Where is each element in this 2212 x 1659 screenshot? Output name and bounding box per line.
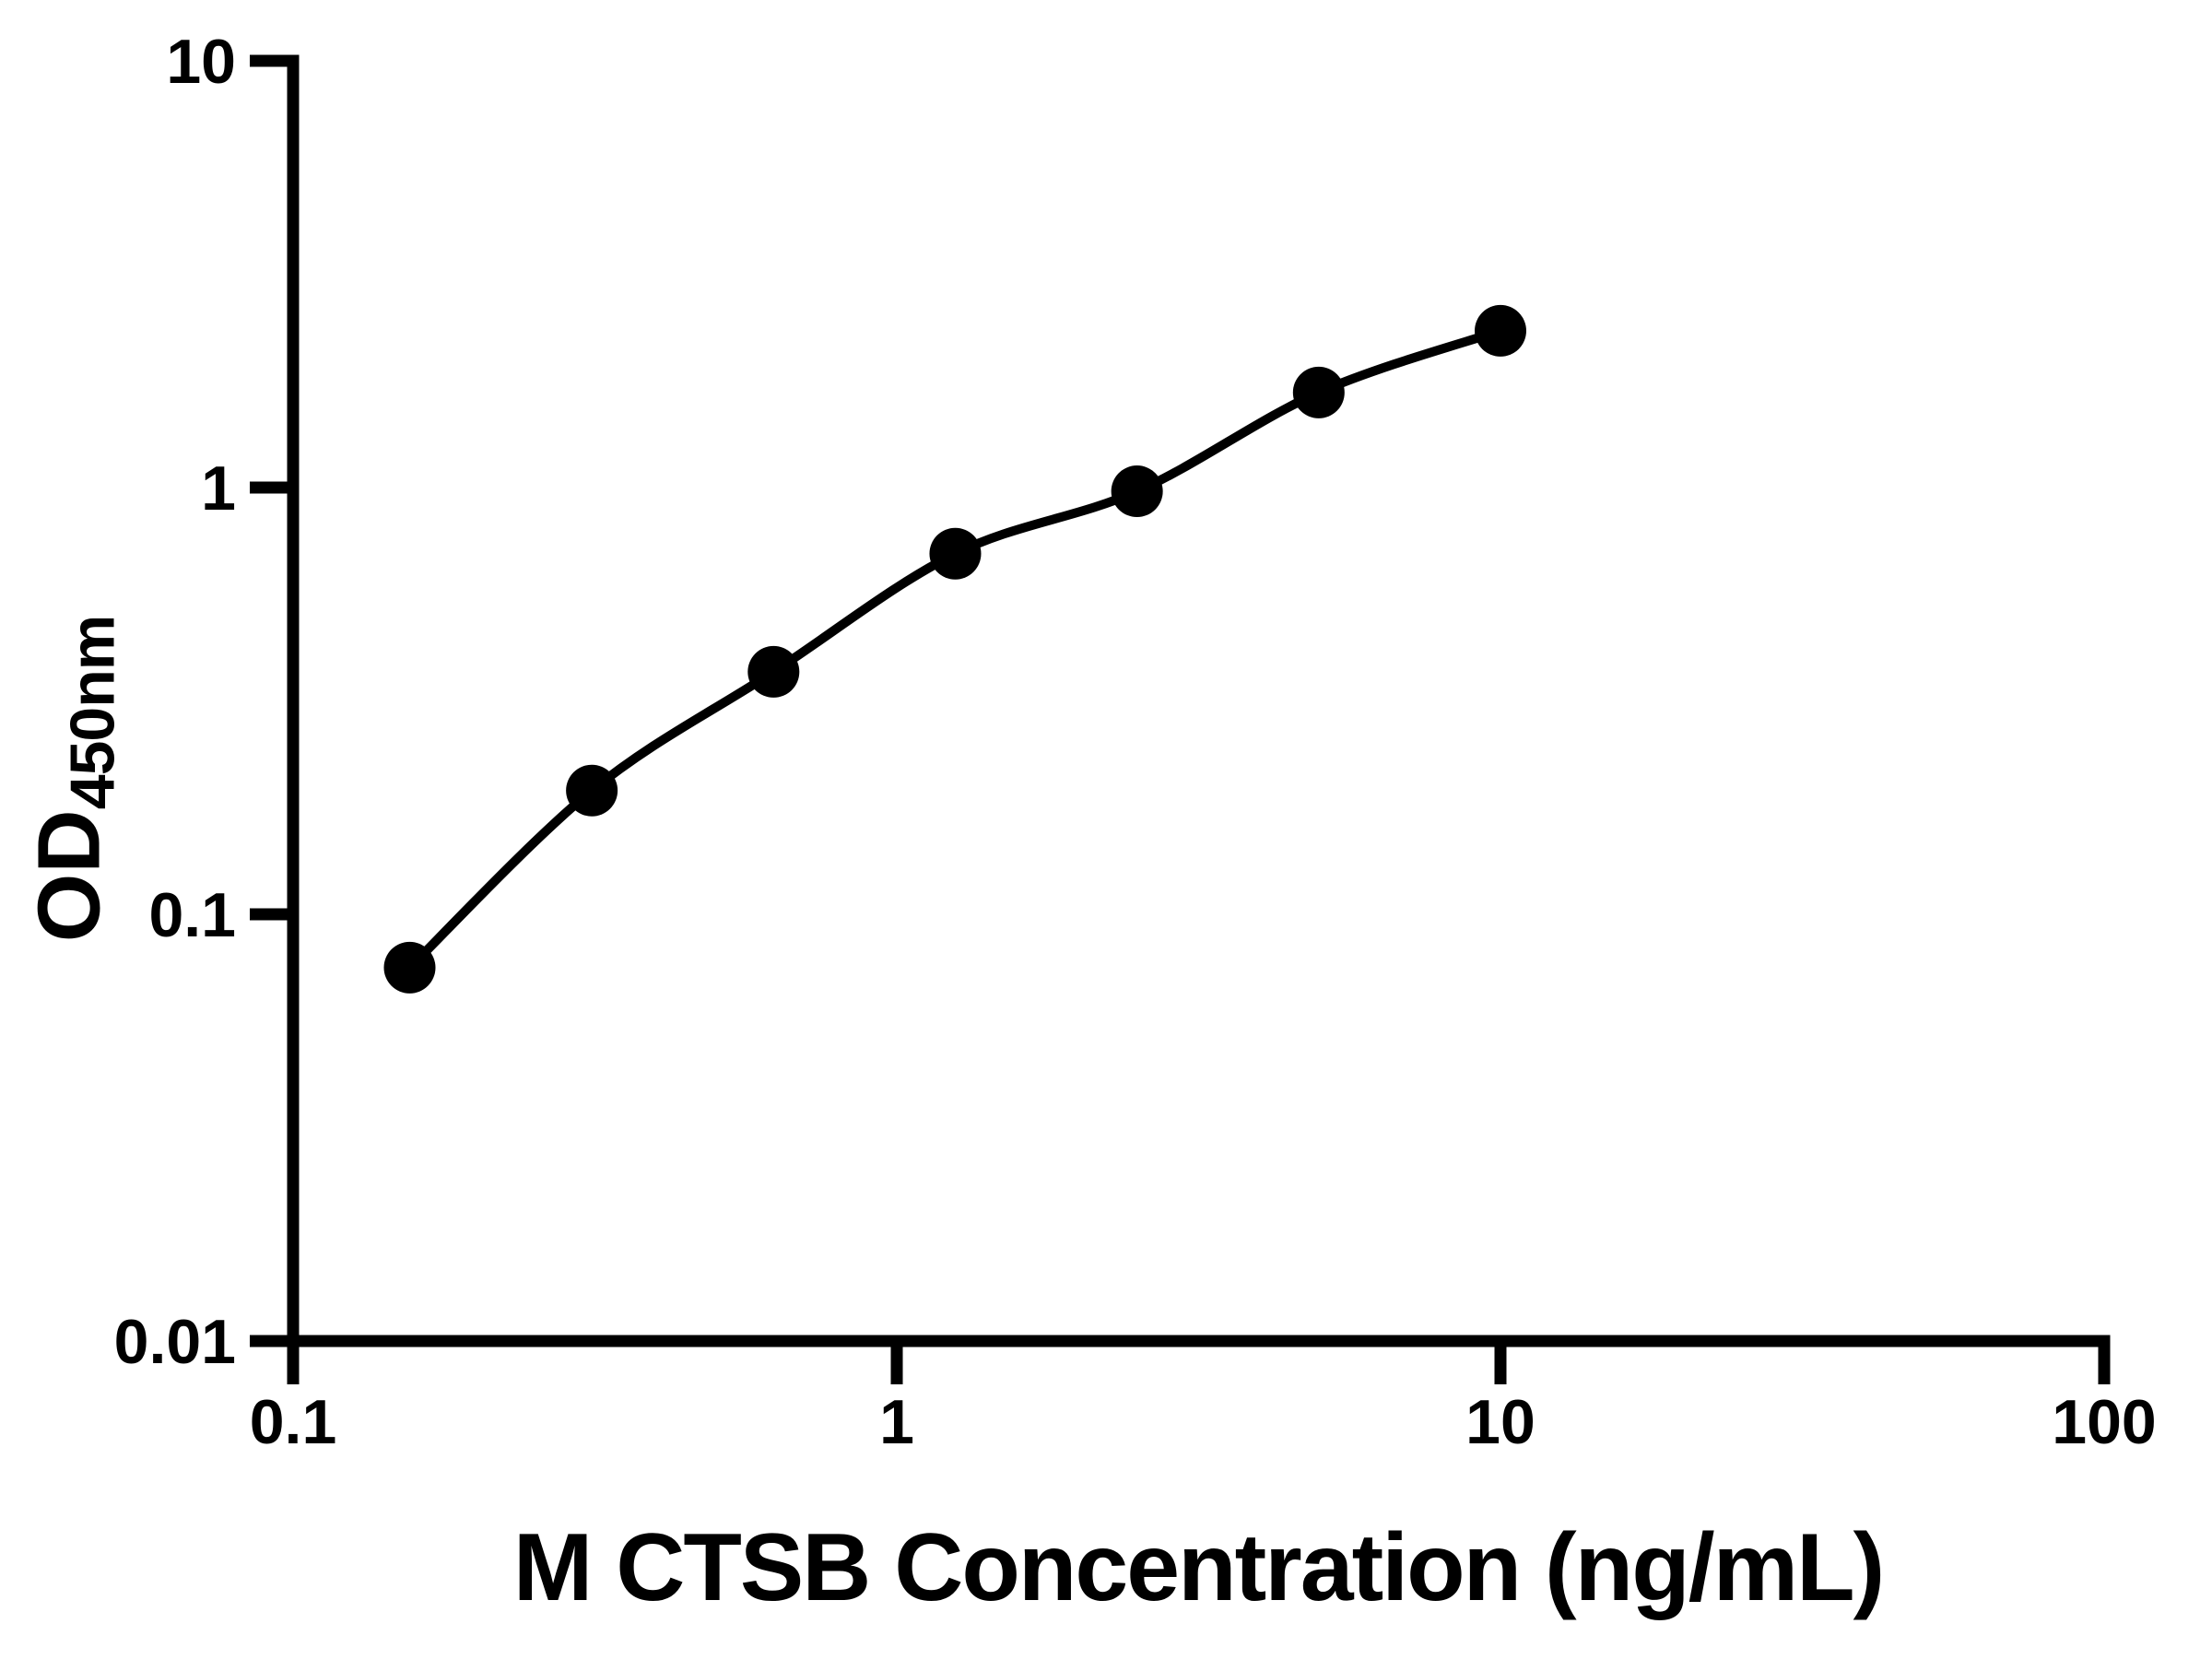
x-tick-label: 0.1 <box>250 1387 337 1457</box>
x-tick-label: 100 <box>2052 1387 2156 1457</box>
data-point-marker <box>747 645 800 698</box>
standard-curve-line <box>406 326 1502 971</box>
data-point-marker <box>1475 304 1526 357</box>
y-axis-title-main: OD <box>19 809 119 943</box>
data-point-marker <box>929 527 982 580</box>
y-axis-title-sub: 450nm <box>57 615 128 810</box>
x-tick-label: 10 <box>1465 1387 1535 1457</box>
y-tick-label: 10 <box>166 27 236 97</box>
data-point-marker <box>383 941 436 994</box>
data-point-marker <box>1292 366 1345 418</box>
x-tick-label: 1 <box>879 1387 914 1457</box>
y-tick-label: 0.1 <box>148 880 236 950</box>
y-axis-title: OD450nm <box>19 616 129 942</box>
y-tick-label: 0.01 <box>114 1307 236 1377</box>
x-axis-title: M CTSB Concentration (ng/mL) <box>512 1514 1886 1621</box>
y-tick-label: 1 <box>201 453 236 524</box>
data-point-marker <box>1111 465 1163 518</box>
data-point-marker <box>566 764 618 817</box>
